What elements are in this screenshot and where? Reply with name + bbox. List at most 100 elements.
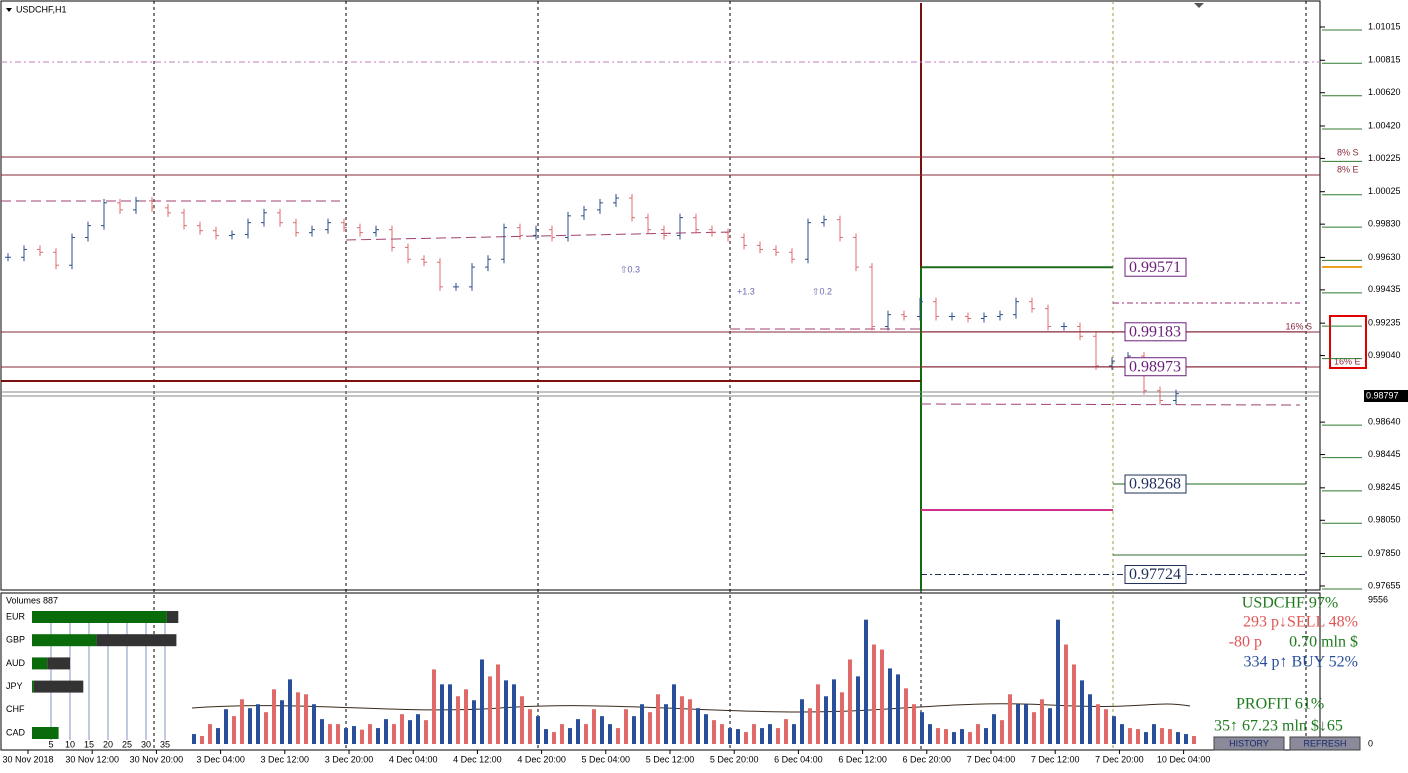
time-label: 7 Dec 20:00: [1095, 754, 1144, 764]
volume-bar: [704, 714, 708, 744]
volume-bar: [616, 728, 620, 744]
volume-bar: [200, 736, 204, 744]
time-label: 4 Dec 12:00: [453, 754, 502, 764]
volume-bar: [416, 714, 420, 744]
volume-bar: [384, 719, 388, 744]
menu-arrow: [6, 8, 12, 12]
price-tick-label: 0.99435: [1368, 284, 1401, 294]
button-label[interactable]: REFRESH: [1303, 738, 1346, 748]
volume-bar: [528, 709, 532, 744]
volume-bar: [1000, 720, 1004, 744]
volume-bar: [296, 692, 300, 744]
volume-bar: [568, 728, 572, 744]
volume-bar: [808, 708, 812, 744]
price-tick-label: 0.98640: [1368, 417, 1401, 427]
volume-bar: [696, 708, 700, 744]
volume-bar: [440, 684, 444, 744]
volume-bar: [968, 732, 972, 744]
time-label: 3 Dec 20:00: [325, 754, 374, 764]
volume-bar: [368, 724, 372, 744]
price-tick-label: 1.00225: [1368, 153, 1401, 163]
price-tick-label: 0.99235: [1368, 318, 1401, 328]
volume-bar: [880, 649, 884, 744]
volume-bar: [376, 728, 380, 744]
button[interactable]: [1289, 736, 1361, 751]
volume-bar: [344, 728, 348, 744]
button[interactable]: [1213, 736, 1285, 751]
volume-bar: [1120, 724, 1124, 744]
volume-bar: [888, 668, 892, 744]
volume-bar: [352, 726, 356, 744]
button-label[interactable]: HISTORY: [1229, 738, 1269, 748]
time-label: 30 Nov 12:00: [65, 754, 119, 764]
volume-tick-label: 9556: [1368, 594, 1388, 604]
volume-bar: [960, 729, 964, 744]
volume-bar: [424, 720, 428, 744]
weakness-bar: [33, 680, 84, 693]
volume-bar: [984, 728, 988, 744]
annotation: +1.3: [737, 286, 755, 296]
volume-bar: [1160, 728, 1164, 744]
volume-bar: [784, 719, 788, 744]
strength-bar: [32, 611, 167, 623]
scale-label: 25: [122, 739, 132, 749]
zone-label: 8% S: [1337, 147, 1359, 157]
volume-bar: [488, 676, 492, 744]
volume-bar: [648, 712, 652, 744]
zone-label: 16% S: [1285, 321, 1312, 331]
summary-line: 35↑ 67.23 mln $↓65: [1214, 718, 1343, 735]
volume-bar: [496, 664, 500, 744]
currency-label: AUD: [6, 658, 26, 668]
currency-label: EUR: [6, 611, 26, 621]
scroll-marker: [1194, 3, 1204, 8]
day-separators: [153, 1, 1307, 750]
level-label: 0.99183: [1129, 323, 1181, 340]
summary-line: 334 p↑ BUY 52%: [1243, 654, 1358, 671]
weakness-bar: [96, 634, 177, 647]
volume-bar: [504, 680, 508, 744]
volume-bar: [552, 732, 556, 744]
scale-label: 30: [141, 739, 151, 749]
volume-bar: [408, 720, 412, 744]
volume-bar: [800, 699, 804, 744]
volume-bar: [472, 700, 476, 744]
price-tick-label: 0.98050: [1368, 515, 1401, 525]
volume-bar: [312, 704, 316, 744]
volume-bar: [208, 724, 212, 744]
price-tick-label: 1.01015: [1368, 21, 1401, 31]
scale-label: 5: [48, 739, 53, 749]
scale-label: 15: [84, 739, 94, 749]
volume-bar: [464, 689, 468, 744]
volume-tick-label: 0: [1368, 738, 1373, 748]
volume-bar: [816, 684, 820, 744]
volume-bar: [864, 619, 868, 744]
volume-bar: [1096, 704, 1100, 744]
zone-label: 8% E: [1337, 164, 1359, 174]
volume-bar: [480, 659, 484, 744]
volume-bar: [1152, 724, 1156, 744]
volume-bar: [304, 694, 308, 744]
volume-bar: [456, 696, 460, 744]
volume-bar: [840, 692, 844, 744]
strength-bar: [32, 680, 34, 693]
volume-bar: [224, 709, 228, 744]
volume-bar: [1088, 694, 1092, 744]
level-box: [1124, 474, 1187, 494]
current-price: 0.98797: [1366, 390, 1399, 400]
volume-bar: [720, 724, 724, 744]
volume-bar: [1064, 644, 1068, 744]
volume-bar: [360, 729, 364, 744]
volume-bar: [712, 720, 716, 744]
volume-bar: [872, 644, 876, 744]
volume-bar: [992, 714, 996, 744]
price-tick-label: 1.00420: [1368, 120, 1401, 130]
volume-bar: [272, 689, 276, 744]
volume-bar: [328, 724, 332, 744]
volume-bar: [904, 688, 908, 744]
volume-bar: [920, 712, 924, 744]
volume-bar: [400, 714, 404, 744]
volume-bar: [928, 724, 932, 744]
currency-label: JPY: [6, 681, 23, 691]
annotation: ⇧0.2: [812, 286, 832, 296]
price-tick-label: 0.99040: [1368, 350, 1401, 360]
